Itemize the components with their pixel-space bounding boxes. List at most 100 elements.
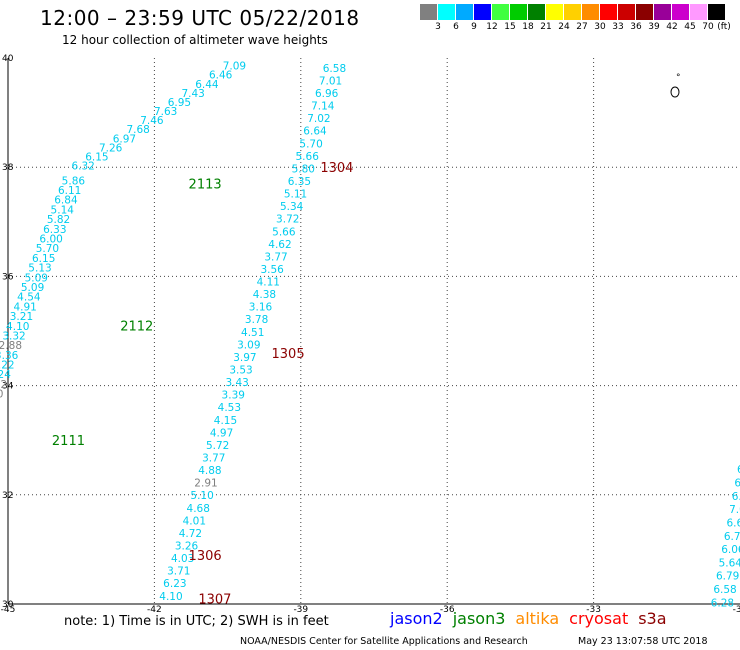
legend-label: 42 [666,22,678,32]
legend-label: 24 [558,22,570,32]
wave-height-value: 6.06 [721,544,740,556]
wave-height-value: 3.22 [0,360,15,372]
wave-height-value: 5.34 [280,201,304,213]
legend-swatch [564,4,581,20]
legend-swatch [546,4,563,20]
wave-height-value: 3.16 [249,302,273,314]
wave-height-value: 6.58 [713,584,736,596]
wave-height-value: 3.09 [237,339,260,351]
wave-height-value: 6.84 [54,195,78,207]
satellite-cryosat-label: cryosat [569,609,629,628]
wave-height-value: 6.00 [39,233,62,245]
wave-height-value: 3.72 [276,214,299,226]
latitude-tick-label: 32 [2,491,13,501]
wave-height-value: 3.77 [202,453,225,465]
legend-label: 21 [540,22,552,32]
wave-height-value: 5.82 [47,214,70,226]
legend-label: 3 [435,22,441,32]
wave-height-value: 4.10 [159,591,182,603]
wave-height-value: 3.26 [175,541,199,553]
wave-height-value: 7.09 [223,61,246,73]
wave-height-value: 7.14 [311,101,335,113]
wave-height-value: 6.23 [163,578,186,590]
longitude-tick-label: -39 [293,605,308,615]
pass-number-label: 1306 [189,549,222,564]
legend-label: 33 [612,22,624,32]
legend-swatch [690,4,707,20]
wave-height-value: 6.44 [195,79,219,91]
wave-height-value: 5.72 [206,440,229,452]
island-marker: ° [676,73,681,83]
longitude-tick-label: -36 [440,605,455,615]
wave-height-value: 3.77 [264,251,287,263]
wave-height-value: 7.46 [140,115,164,127]
wave-height-value: 4.11 [257,277,280,289]
legend-swatch [618,4,635,20]
wave-height-value: 5.09 [25,272,48,284]
legend-swatch [600,4,617,20]
wave-height-value: 5.10 [190,490,213,502]
wave-height-value: 6.96 [315,88,339,100]
legend-label: 70 [702,22,714,32]
pass-number-label: 1305 [272,347,305,362]
wave-height-value: 4.68 [187,503,210,515]
wave-height-value: 4.91 [13,301,36,313]
latitude-tick-label: 36 [2,272,14,282]
satellite-s3a-label: s3a [638,609,667,628]
wave-height-value: 6.2 [737,464,740,476]
wave-height-value: 4.38 [253,289,276,301]
legend-label: 30 [594,22,606,32]
wave-height-value: 5.09 [21,282,44,294]
legend-swatch [582,4,599,20]
wave-height-value: 2.42 [0,379,7,391]
wave-height-value: 5.70 [299,138,322,150]
legend-label: 18 [522,22,534,32]
wave-height-value: 3.32 [2,330,25,342]
wave-height-value: 4.62 [268,239,291,251]
wave-height-value: 5.66 [296,151,320,163]
units-note: note: 1) Time is in UTC; 2) SWH is in fe… [64,614,329,629]
wave-height-value: 3.56 [260,264,284,276]
map-subtitle: 12 hour collection of altimeter wave hei… [62,33,328,47]
legend-swatch [456,4,473,20]
satellite-jason3-label: jason3 [452,609,506,628]
legend-swatch [528,4,545,20]
legend-swatch [474,4,491,20]
wave-height-value: 7.63 [154,106,177,118]
legend-swatch [510,4,527,20]
wave-height-value: 4.54 [17,292,41,304]
legend-label: 9 [471,22,477,32]
legend-label: 36 [630,22,642,32]
wave-height-value: 5.11 [284,189,307,201]
wave-height-value: 4.97 [210,427,233,439]
wave-height-value: 3.36 [0,350,19,362]
wave-height-value: 2.91 [194,478,217,490]
wave-height-value: 5.14 [51,204,75,216]
legend-swatch [438,4,455,20]
wave-height-value: 4.72 [179,528,202,540]
wave-height-value: 2.90 [0,389,3,401]
longitude-tick-label: -45 [1,605,16,615]
wave-height-value: 6.97 [113,133,136,145]
wave-height-value: 6.95 [168,97,191,109]
island-outline [670,86,680,98]
wave-height-value: 5.86 [62,175,86,187]
legend-swatch [708,4,725,20]
wave-height-value: 3.78 [245,314,268,326]
legend-swatch [654,4,671,20]
longitude-tick-label: -30 [733,605,740,615]
wave-height-value: 6.28 [711,597,734,609]
wave-height-value: 6.76 [724,531,740,543]
wave-height-value: 5.13 [28,263,51,275]
wave-height-value: 6.15 [32,253,55,265]
satellite-altika-label: altika [515,609,560,628]
wave-height-value: 3.21 [10,311,33,323]
legend-swatch [420,4,437,20]
wave-height-value: 3.39 [222,390,245,402]
longitude-tick-label: -42 [147,605,162,615]
legend-label: 6 [453,22,459,32]
wave-height-value: 6.64 [303,126,327,138]
wave-height-value: 4.10 [6,321,29,333]
wave-height-value: 5.70 [36,243,59,255]
